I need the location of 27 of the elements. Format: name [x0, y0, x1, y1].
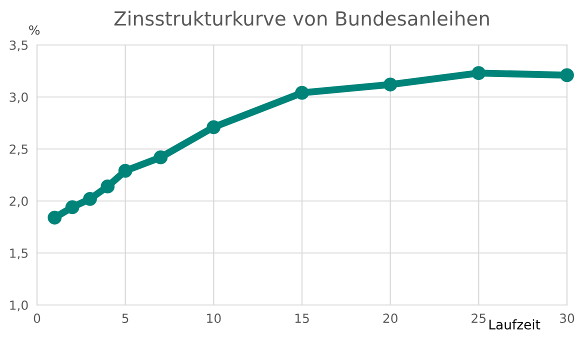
x-tick-label: 0	[34, 314, 40, 324]
point	[154, 150, 168, 164]
point	[383, 78, 398, 92]
point	[472, 66, 486, 80]
point	[48, 210, 62, 225]
y-tick-label: 3,0	[10, 92, 28, 104]
y-tick-label: 1,0	[10, 300, 28, 312]
y-axis-title: %	[29, 25, 40, 35]
x-tick-label: 10	[207, 314, 221, 324]
x-tick-label: 20	[383, 314, 398, 324]
x-tick-label: 30	[560, 314, 574, 324]
point	[100, 179, 115, 194]
x-tick-label: 25	[472, 314, 486, 324]
y-tick-label: 2,5	[10, 144, 28, 156]
point	[295, 86, 309, 100]
point	[560, 68, 574, 82]
point	[118, 164, 132, 178]
y-tick-label: 1,5	[10, 248, 28, 260]
x-axis-title: Laufzeit	[489, 319, 540, 330]
y-tick-label: 2,0	[10, 196, 28, 208]
point	[83, 192, 97, 206]
y-tick-label: 3,5	[10, 40, 28, 52]
point	[206, 120, 221, 134]
point	[65, 200, 80, 214]
chart-title: Zinsstrukturkurve von Bundesanleihen	[114, 10, 489, 26]
x-tick-label: 15	[295, 314, 309, 324]
x-tick-label: 5	[122, 314, 128, 324]
